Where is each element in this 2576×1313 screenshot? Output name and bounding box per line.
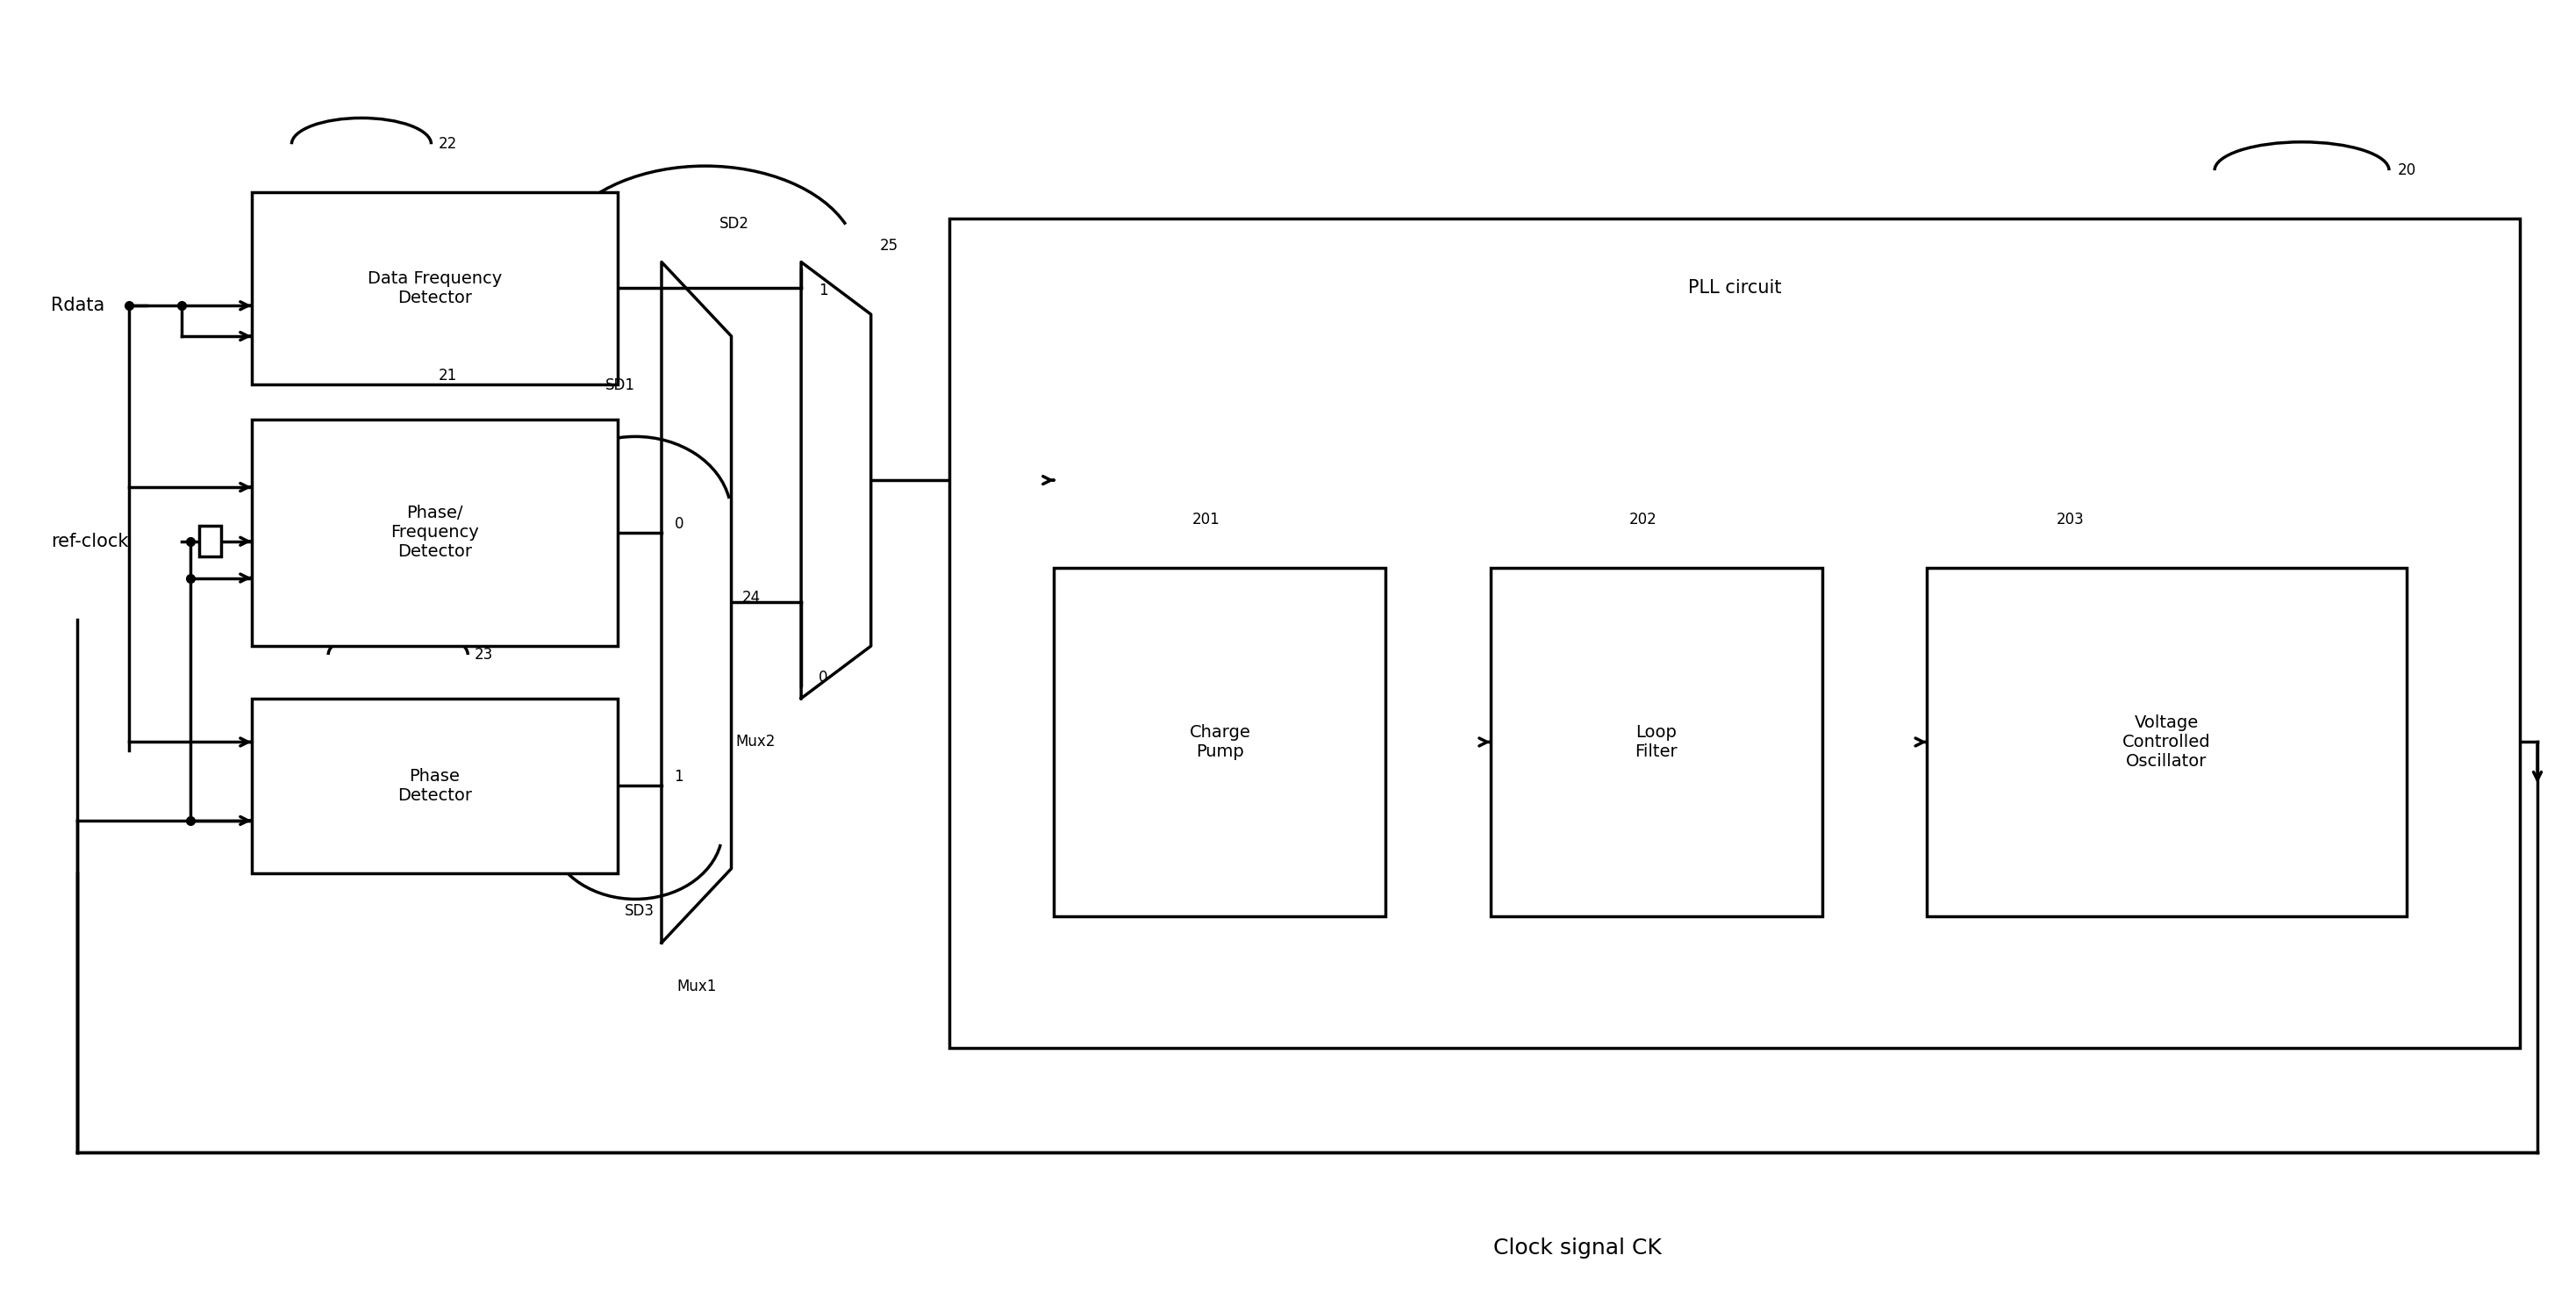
Text: Mux2: Mux2 <box>734 734 775 750</box>
Bar <box>1054 567 1386 916</box>
Text: Rdata: Rdata <box>52 297 106 314</box>
Text: 21: 21 <box>438 368 456 383</box>
Text: 201: 201 <box>1193 512 1221 528</box>
Text: Phase/
Frequency
Detector: Phase/ Frequency Detector <box>392 506 479 561</box>
Bar <box>252 699 618 873</box>
Text: ref-clock: ref-clock <box>52 533 129 550</box>
Text: Phase
Detector: Phase Detector <box>397 768 471 804</box>
Text: Charge
Pump: Charge Pump <box>1190 723 1249 760</box>
Bar <box>1927 567 2406 916</box>
Text: 1: 1 <box>675 769 683 785</box>
Bar <box>252 192 618 385</box>
Text: Loop
Filter: Loop Filter <box>1636 723 1677 760</box>
Text: SD1: SD1 <box>605 377 636 393</box>
Text: 0: 0 <box>675 516 683 532</box>
Text: 22: 22 <box>438 137 456 152</box>
Text: SD3: SD3 <box>626 903 654 919</box>
Text: Voltage
Controlled
Oscillator: Voltage Controlled Oscillator <box>2123 714 2210 769</box>
Text: 25: 25 <box>878 238 899 253</box>
Text: PLL circuit: PLL circuit <box>1687 280 1783 297</box>
Text: 0: 0 <box>819 670 827 685</box>
Text: Mux1: Mux1 <box>677 978 716 994</box>
Bar <box>1492 567 1821 916</box>
Text: 20: 20 <box>2398 163 2416 179</box>
Bar <box>252 419 618 646</box>
Bar <box>951 218 2519 1048</box>
Text: SD2: SD2 <box>719 215 750 231</box>
Text: 23: 23 <box>474 647 495 663</box>
Text: 203: 203 <box>2056 512 2084 528</box>
Bar <box>198 527 222 557</box>
Text: 1: 1 <box>819 282 827 298</box>
Text: Clock signal CK: Clock signal CK <box>1494 1238 1662 1259</box>
Text: Data Frequency
Detector: Data Frequency Detector <box>368 270 502 306</box>
Text: 24: 24 <box>742 590 760 605</box>
Text: 202: 202 <box>1628 512 1656 528</box>
